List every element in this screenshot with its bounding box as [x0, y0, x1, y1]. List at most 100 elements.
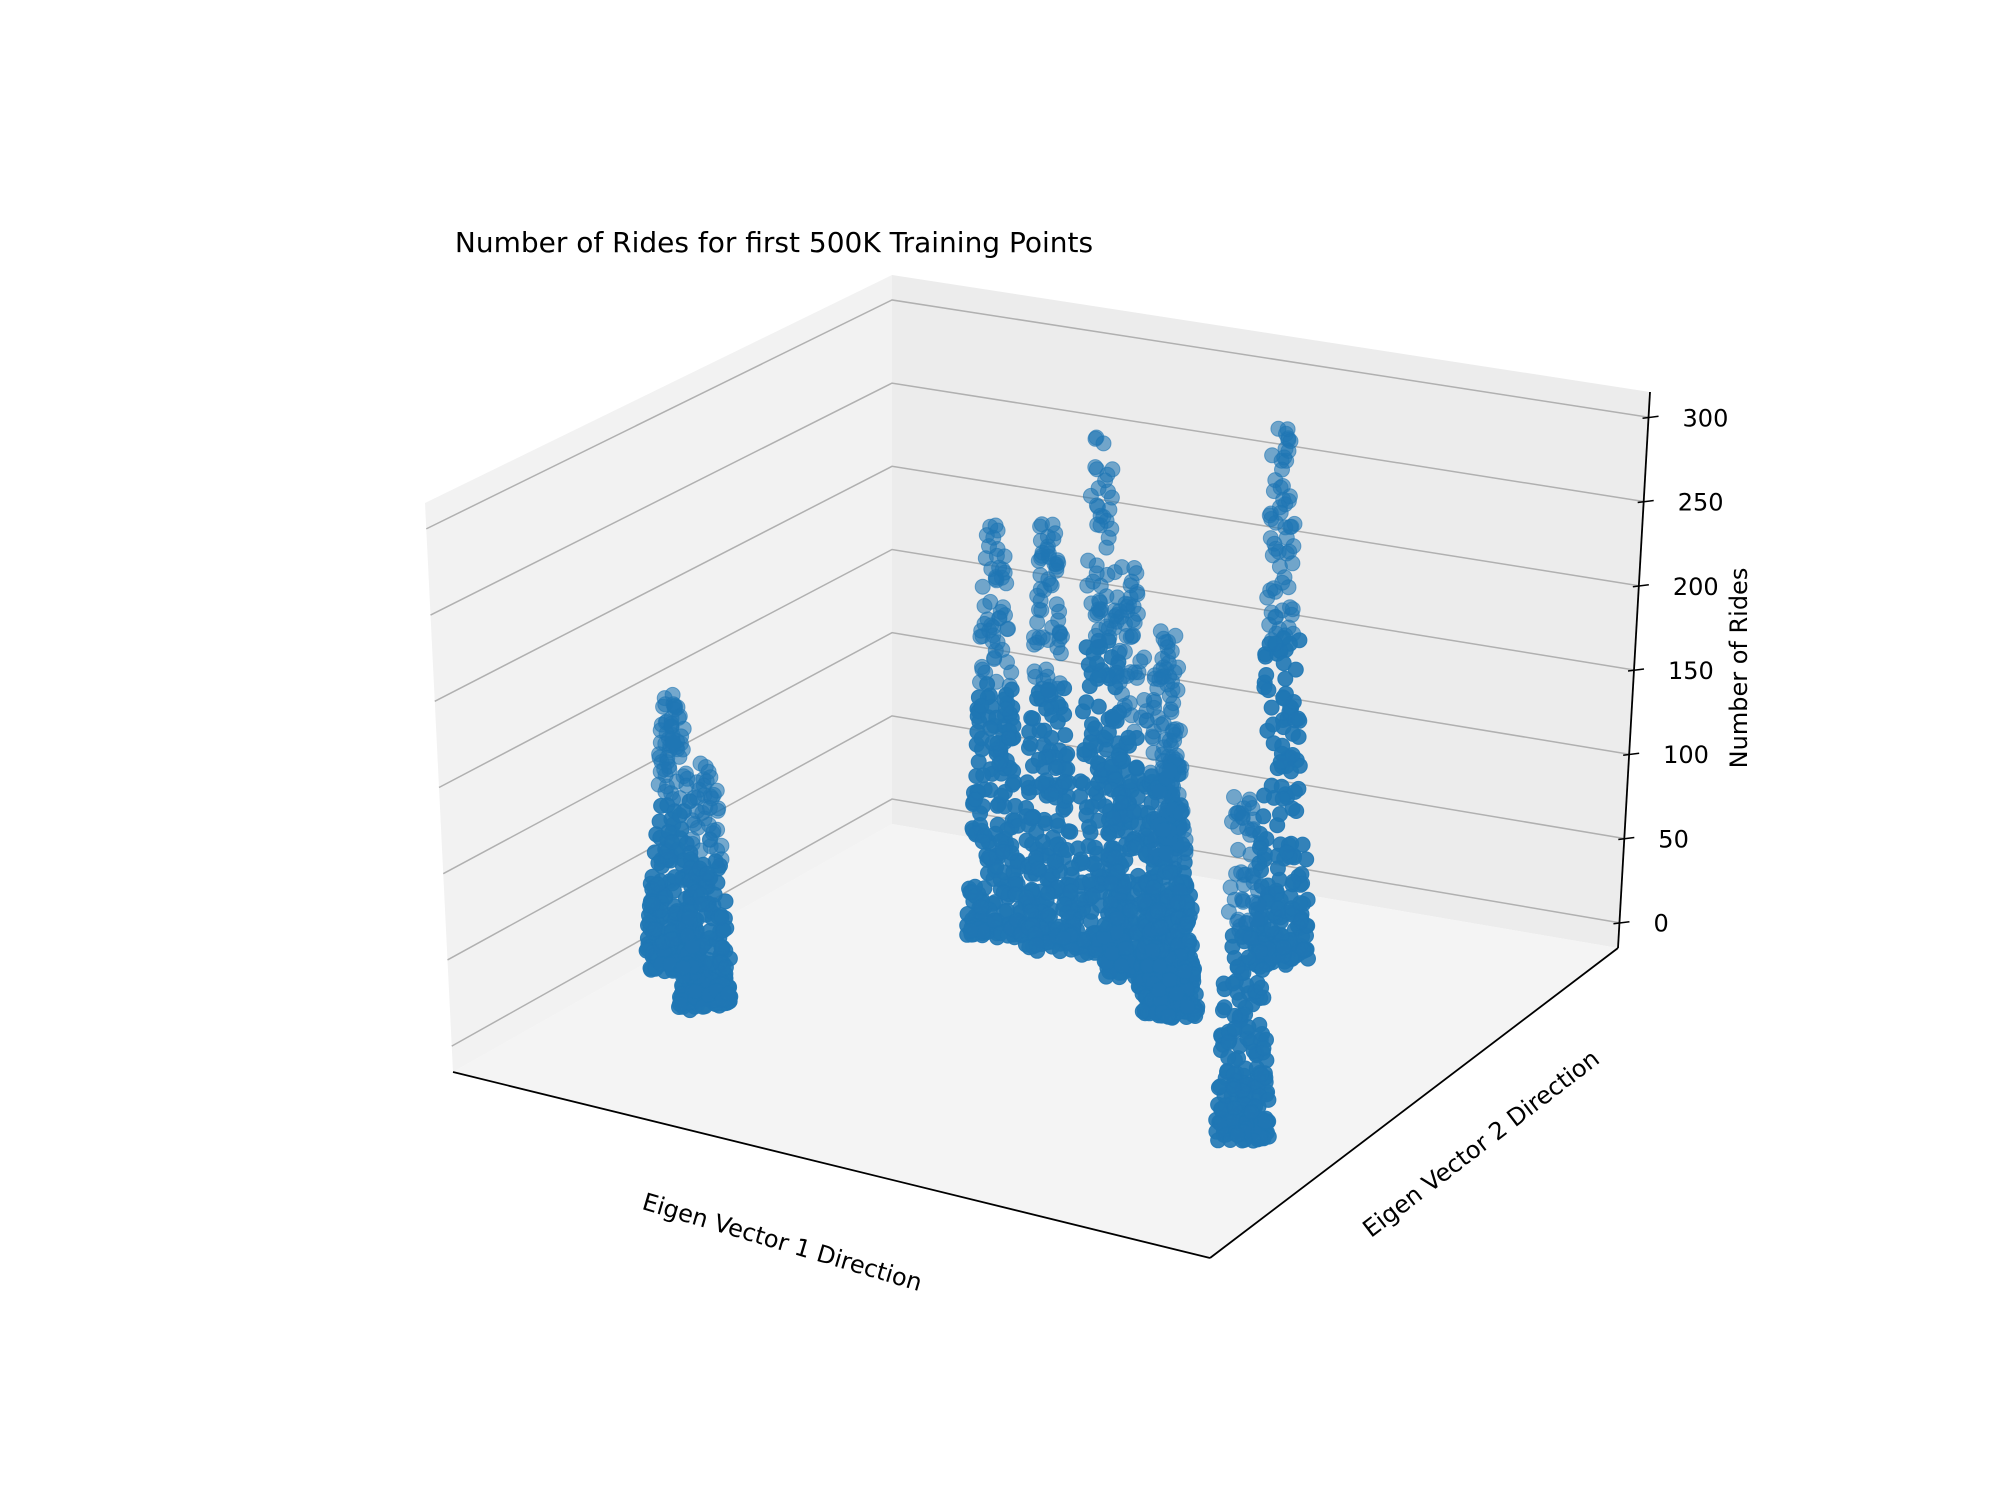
- data-point: [1277, 670, 1294, 687]
- data-point: [1062, 823, 1079, 840]
- data-point: [1096, 916, 1113, 933]
- data-point: [1151, 981, 1167, 998]
- data-point: [1018, 889, 1035, 906]
- z-gridlines: [425, 299, 1649, 1047]
- data-point: [1123, 707, 1140, 724]
- data-point: [688, 803, 705, 820]
- data-point: [1170, 786, 1187, 803]
- data-point: [1056, 706, 1073, 723]
- data-point: [665, 734, 682, 751]
- data-point: [675, 959, 692, 976]
- data-point: [653, 797, 670, 814]
- data-point: [1248, 911, 1265, 928]
- data-point: [1260, 682, 1277, 699]
- data-point: [1226, 1020, 1243, 1037]
- x-axis-label: Eigen Vector 1 Direction: [639, 1188, 925, 1297]
- data-point: [1031, 722, 1048, 739]
- data-point: [979, 676, 996, 693]
- z-gridline: [447, 715, 1625, 961]
- data-point: [1023, 810, 1040, 827]
- data-point: [1087, 720, 1104, 737]
- data-point: [647, 921, 663, 938]
- data-point: [1155, 821, 1172, 838]
- data-point: [1153, 919, 1169, 936]
- data-point: [1030, 751, 1047, 768]
- data-point: [1057, 727, 1074, 744]
- data-point: [665, 696, 682, 713]
- data-point: [666, 869, 683, 886]
- axis-lines: [452, 391, 1659, 1259]
- data-point: [967, 791, 983, 808]
- data-point: [1149, 903, 1166, 920]
- data-point: [1056, 773, 1073, 790]
- data-point: [1285, 873, 1302, 890]
- data-point: [1255, 1040, 1272, 1057]
- data-point: [1282, 433, 1299, 450]
- z-gridline: [442, 631, 1630, 875]
- z-tick-label: 100: [1663, 741, 1709, 769]
- data-point: [1290, 710, 1307, 727]
- data-point: [649, 876, 666, 893]
- data-point: [1261, 616, 1278, 633]
- data-point: [1168, 985, 1185, 1002]
- data-point: [1082, 734, 1099, 751]
- data-point: [1177, 831, 1194, 848]
- z-tick: [1618, 836, 1635, 841]
- z-gridline: [451, 798, 1620, 1047]
- data-point: [697, 759, 714, 775]
- data-point: [1269, 817, 1286, 834]
- data-point: [1283, 518, 1300, 535]
- data-point: [1254, 961, 1271, 978]
- data-point: [1161, 971, 1178, 988]
- data-point: [1164, 673, 1180, 690]
- data-point: [1079, 577, 1096, 594]
- data-point: [1230, 819, 1247, 835]
- data-point: [1146, 699, 1163, 716]
- data-point: [1090, 480, 1107, 497]
- data-point: [1018, 832, 1035, 849]
- data-point: [1105, 809, 1122, 826]
- data-point: [1112, 794, 1129, 811]
- z-tick: [1613, 920, 1630, 925]
- data-point: [1034, 629, 1051, 646]
- data-point: [988, 547, 1005, 564]
- data-point: [1244, 822, 1261, 839]
- data-point: [1230, 805, 1247, 822]
- data-point: [1220, 903, 1237, 920]
- data-point: [1136, 893, 1153, 910]
- data-point: [1284, 725, 1301, 742]
- data-point: [1228, 865, 1245, 882]
- data-point: [973, 730, 990, 747]
- data-point: [638, 942, 655, 959]
- data-point: [1145, 729, 1162, 746]
- data-point: [705, 822, 722, 839]
- data-point: [991, 755, 1008, 772]
- data-point: [1089, 516, 1106, 533]
- data-point: [1111, 751, 1128, 767]
- data-point: [973, 697, 990, 714]
- data-point: [1095, 435, 1112, 452]
- data-point: [645, 895, 661, 912]
- data-point: [1278, 844, 1295, 861]
- data-point: [656, 761, 673, 778]
- data-point: [1153, 716, 1170, 733]
- data-point: [1092, 603, 1109, 620]
- data-point: [1222, 879, 1239, 896]
- data-point: [1108, 706, 1125, 723]
- data-point: [1090, 812, 1106, 829]
- data-point: [1075, 703, 1091, 720]
- data-point: [1033, 516, 1050, 533]
- data-point: [713, 909, 730, 926]
- data-point: [1258, 667, 1275, 683]
- data-point: [1043, 786, 1060, 803]
- data-point: [1048, 562, 1065, 579]
- data-point: [684, 831, 701, 848]
- data-point: [974, 833, 991, 850]
- data-point: [1129, 789, 1146, 805]
- data-point: [1046, 853, 1063, 870]
- data-point: [1048, 596, 1065, 613]
- data-point: [1128, 759, 1145, 776]
- data-point: [1231, 992, 1248, 1009]
- data-point: [974, 658, 990, 675]
